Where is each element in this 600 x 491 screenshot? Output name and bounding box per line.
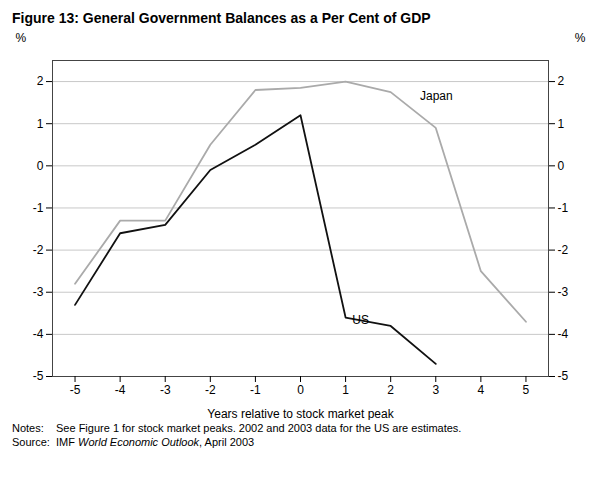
svg-text:-3: -3 [160,383,171,397]
svg-text:-4: -4 [558,327,569,341]
svg-text:0: 0 [37,159,44,173]
svg-text:-5: -5 [33,369,44,383]
svg-text:2: 2 [558,74,565,88]
svg-text:-4: -4 [33,327,44,341]
svg-text:5: 5 [523,383,530,397]
svg-text:-2: -2 [558,243,569,257]
svg-text:%: % [575,31,586,45]
svg-text:Years relative to stock market: Years relative to stock market peak [207,407,394,421]
svg-text:-5: -5 [70,383,81,397]
svg-text:2: 2 [387,383,394,397]
svg-text:-3: -3 [33,285,44,299]
svg-text:0: 0 [297,383,304,397]
svg-text:-5: -5 [558,369,569,383]
svg-text:3: 3 [432,383,439,397]
svg-text:US: US [352,313,369,327]
svg-text:1: 1 [37,117,44,131]
svg-text:-2: -2 [33,243,44,257]
svg-text:-3: -3 [558,285,569,299]
svg-text:-2: -2 [205,383,216,397]
html-text:Source: IMF World Economic Out: Source: IMF World Economic Outlook, Apri… [12,436,255,448]
svg-text:%: % [16,31,27,45]
svg-text:-1: -1 [250,383,261,397]
svg-text:1: 1 [558,117,565,131]
svg-text:1: 1 [342,383,349,397]
svg-text:-4: -4 [115,383,126,397]
svg-text:4: 4 [478,383,485,397]
svg-text:-1: -1 [558,201,569,215]
svg-text:Japan: Japan [420,89,453,103]
html-text:Notes: See Figure 1 for stock: Notes: See Figure 1 for stock market pea… [12,422,462,434]
svg-text:-1: -1 [33,201,44,215]
svg-text:2: 2 [37,74,44,88]
svg-text:0: 0 [558,159,565,173]
html-text:Figure 13: General Government: Figure 13: General Government Balances a… [12,10,431,26]
